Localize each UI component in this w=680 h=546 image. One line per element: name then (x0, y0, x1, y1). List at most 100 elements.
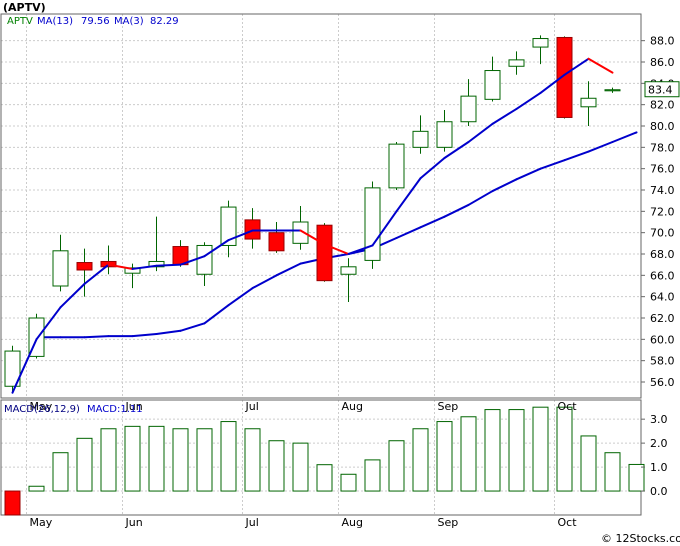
macd-bar (220, 421, 237, 492)
ma3-line-segment (587, 141, 614, 153)
ma13-line-segment (299, 229, 326, 246)
candle-body (124, 267, 141, 274)
candle-body (412, 130, 429, 148)
legend-ma13-label: MA(13) (37, 16, 73, 27)
ma3-line-segment (251, 274, 278, 290)
price-y-tick-label: 88.0 (650, 35, 675, 48)
ma13-line-segment (467, 122, 494, 143)
price-panel-grid (1, 14, 641, 398)
macd-x-tick-label: Aug (342, 516, 363, 529)
macd-bar (364, 459, 381, 492)
candle-body (604, 89, 621, 92)
last-price-label: 83.4 (648, 84, 673, 97)
price-panel-frame (0, 13, 642, 399)
macd-bar (52, 452, 69, 492)
ma13-line-segment (419, 157, 446, 180)
macd-bar (28, 485, 45, 492)
ma3-line-segment (131, 333, 158, 338)
ma3-line-segment (155, 329, 182, 335)
ma13-line-segment (563, 57, 590, 76)
ma13-line-segment (203, 239, 230, 258)
macd-bar (460, 416, 477, 492)
ma13-line-layer (11, 57, 614, 394)
macd-bar (196, 428, 213, 492)
price-y-tick-label: 64.0 (650, 291, 675, 304)
legend-symbol: APTV (7, 16, 33, 27)
macd-x-tick-label: Jul (245, 516, 259, 529)
macd-bar (436, 421, 453, 492)
price-y-tick-label: 62.0 (650, 312, 675, 325)
macd-y-tick-label: 0.0 (650, 485, 668, 498)
macd-bar (292, 442, 309, 492)
macd-bar (628, 463, 645, 492)
watermark: © 12Stocks.com (601, 532, 680, 545)
macd-title: MACD(26,12,9) (4, 404, 80, 415)
candle-body (220, 206, 237, 246)
macd-bar (76, 437, 93, 492)
ma13-line-segment (11, 338, 38, 394)
candle-body (508, 59, 525, 67)
ma13-line-segment (443, 141, 470, 159)
ma13-line-segment (83, 263, 110, 285)
ma3-line-segment (467, 190, 494, 206)
candle-body (340, 266, 357, 275)
macd-bar (4, 490, 21, 516)
legend-ma3-value: 82.29 (150, 16, 179, 27)
candle-body (244, 219, 261, 240)
macd-x-tick-label: Jun (125, 516, 143, 529)
candle-body (76, 262, 93, 271)
ma13-line-segment (107, 263, 134, 270)
ma13-line-segment (59, 282, 86, 309)
candle-body (4, 350, 21, 387)
macd-y-tick-label: 1.0 (650, 461, 668, 474)
candle-body (292, 221, 309, 244)
ma13-line-segment (35, 306, 62, 341)
macd-bar (388, 440, 405, 492)
price-x-ticks: May Jun Jul Aug Sep Oct (30, 400, 578, 413)
price-y-tick-label: 76.0 (650, 163, 675, 176)
macd-y-tick-label: 3.0 (650, 413, 668, 426)
candle-body (388, 143, 405, 189)
candle-body (316, 224, 333, 282)
ma3-line-segment (419, 215, 446, 229)
candle-body (532, 38, 549, 48)
price-y-tick-label: 74.0 (650, 184, 675, 197)
candle-body (580, 97, 597, 108)
candle-body (148, 260, 165, 268)
last-price-marker: 83.4 (644, 81, 680, 98)
ma3-line-segment (179, 322, 206, 332)
ma3-line-segment (515, 167, 542, 181)
price-y-tick-label: 78.0 (650, 141, 675, 154)
ma3-line-segment (611, 131, 638, 143)
ma3-line-segment (227, 287, 254, 307)
ma13-line-segment (155, 263, 182, 267)
ma13-line-segment (515, 91, 542, 110)
macd-bar (532, 406, 549, 492)
macd-panel-frame (0, 399, 642, 516)
ma3-line-segment (563, 150, 590, 162)
macd-bar (604, 452, 621, 492)
ma3-line-segment (443, 203, 470, 218)
macd-x-tick-label: Sep (438, 516, 459, 529)
macd-bar (412, 428, 429, 492)
ma3-line-segment (491, 178, 518, 193)
price-x-tick-label: Jul (245, 400, 259, 413)
legend-ma13-value: 79.56 (81, 16, 110, 27)
price-y-tick-label: 68.0 (650, 248, 675, 261)
price-x-tick-label: Aug (342, 400, 363, 413)
candle-body (556, 36, 573, 118)
candle-body (268, 232, 285, 252)
macd-bar (100, 428, 117, 492)
ma13-line-segment (323, 243, 350, 255)
macd-value-label: MACD:1.11 (87, 404, 143, 415)
macd-bar (148, 425, 165, 492)
ma13-line-segment (371, 210, 398, 247)
ma3-line-segment (83, 335, 110, 339)
macd-bar (124, 425, 141, 492)
macd-bar (316, 464, 333, 492)
macd-bar (580, 435, 597, 492)
price-y-tick-label: 72.0 (650, 205, 675, 218)
price-y-tick-label: 66.0 (650, 269, 675, 282)
last-price-box (644, 81, 680, 98)
macd-y-tick-label: 2.0 (650, 437, 668, 450)
